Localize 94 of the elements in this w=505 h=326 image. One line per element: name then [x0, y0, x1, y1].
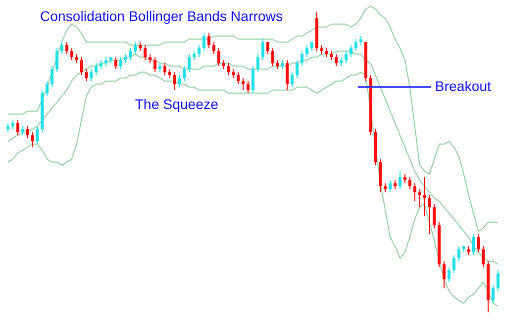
candlestick	[119, 56, 122, 70]
candlestick	[354, 38, 358, 52]
candlestick	[276, 60, 279, 70]
candlestick	[242, 78, 245, 91]
candlestick	[232, 68, 235, 79]
candlestick	[280, 60, 284, 70]
candlestick	[394, 180, 397, 190]
candlestick	[476, 234, 480, 253]
candlestick	[305, 44, 308, 58]
candlestick	[138, 42, 142, 52]
candlestick	[442, 260, 446, 289]
candlestick	[60, 42, 64, 55]
candlestick	[334, 54, 338, 67]
candlestick	[148, 54, 152, 64]
candlestick	[207, 32, 210, 49]
candlestick	[457, 246, 460, 262]
candlestick	[94, 62, 98, 76]
candlestick	[90, 68, 93, 82]
candlestick	[163, 62, 166, 76]
candlestick	[55, 48, 58, 73]
candlestick	[192, 50, 196, 61]
candlestick	[344, 50, 348, 64]
candlestick	[50, 66, 54, 88]
candlestick	[128, 48, 132, 61]
candlestick	[325, 48, 328, 58]
candlestick	[398, 170, 402, 190]
candlestick	[65, 42, 68, 55]
candlestick	[217, 48, 220, 67]
candlestick	[104, 56, 108, 67]
candlestick	[70, 48, 74, 61]
candlestick	[80, 56, 83, 76]
candlestick	[144, 44, 147, 61]
candlestick	[30, 132, 34, 148]
candlestick	[340, 56, 343, 67]
candlestick	[188, 54, 191, 73]
annotation: The Squeeze	[135, 96, 218, 112]
candlestick	[134, 42, 137, 55]
candlestick	[492, 284, 495, 304]
candlestick	[178, 74, 181, 88]
candlestick	[296, 60, 299, 79]
candlestick	[452, 254, 456, 274]
candlestick	[472, 234, 476, 256]
candlestick	[198, 44, 201, 58]
candlestick	[100, 60, 103, 70]
candlestick	[36, 126, 39, 145]
candlestick	[271, 48, 274, 67]
candlestick	[266, 42, 270, 55]
candlestick	[168, 68, 172, 79]
candlestick	[11, 120, 14, 130]
candlestick	[310, 42, 314, 52]
candlestick	[153, 56, 156, 73]
candlestick	[256, 54, 260, 73]
candlestick	[286, 60, 289, 91]
candlestick	[496, 270, 500, 292]
candlestick	[350, 44, 353, 58]
candlestick	[46, 80, 49, 97]
candlestick	[413, 182, 416, 202]
candlestick	[251, 66, 254, 94]
annotation: Breakout	[435, 78, 492, 94]
candlestick	[384, 182, 387, 193]
candlestick	[75, 54, 78, 64]
candlestick	[403, 174, 406, 184]
candlestick	[300, 50, 304, 67]
candlestick	[26, 126, 30, 139]
candlestick	[226, 62, 230, 76]
candlestick	[330, 50, 333, 61]
candlestick	[482, 246, 485, 268]
candlestick	[124, 54, 128, 64]
candlestick	[320, 44, 324, 55]
candlestick	[21, 126, 24, 136]
candlestick	[467, 246, 470, 256]
candlestick	[222, 60, 226, 70]
candlestick	[418, 188, 422, 208]
candlestick	[290, 72, 294, 88]
annotation: Consolidation Bollinger Bands Narrows	[40, 8, 283, 24]
candlestick	[388, 180, 392, 193]
candlestick	[114, 56, 118, 70]
candlestick	[432, 204, 436, 229]
candlestick	[212, 42, 216, 55]
candlestick	[6, 122, 10, 133]
candlestick	[448, 266, 451, 283]
candlestick	[182, 66, 186, 82]
candlestick	[423, 176, 426, 217]
candlestick	[428, 194, 431, 235]
candlestick	[16, 120, 20, 136]
candlestick	[173, 72, 176, 91]
candlestick	[408, 176, 412, 190]
candlestick	[236, 72, 240, 85]
candlestick	[246, 80, 250, 94]
candlestick	[202, 32, 206, 52]
candlestick	[359, 36, 362, 46]
candlestick	[84, 68, 88, 82]
candlestick	[261, 38, 264, 61]
candlestick	[158, 62, 162, 73]
